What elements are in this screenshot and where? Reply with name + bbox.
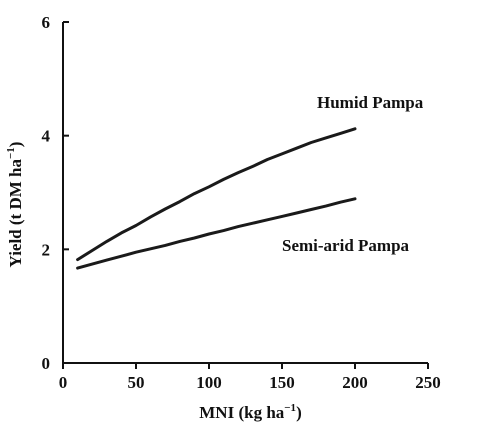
series-group	[76, 127, 357, 270]
x-tick-label: 0	[59, 373, 68, 392]
x-axis-title: MNI (kg ha−1)	[199, 402, 301, 422]
x-axis-title-main: MNI (kg ha	[199, 403, 285, 422]
x-tick-label: 150	[269, 373, 295, 392]
x-tick-label: 200	[342, 373, 368, 392]
x-tick-label: 250	[415, 373, 441, 392]
series-label-humid-pampa: Humid Pampa	[317, 93, 424, 112]
x-tick-label: 50	[128, 373, 145, 392]
x-ticks: 0 50 100 150 200 250	[59, 363, 441, 392]
y-axis-title-main: Yield (t DM ha	[6, 159, 25, 268]
x-tick-label: 100	[196, 373, 222, 392]
y-tick-label: 4	[42, 127, 51, 146]
y-axis-title: Yield (t DM ha−1)	[5, 142, 25, 268]
y-axis-title-superscript: −1	[5, 147, 17, 159]
y-ticks: 0 2 4 6	[42, 13, 69, 373]
x-axis-title-end: )	[296, 403, 302, 422]
series-label-semi-arid-pampa: Semi-arid Pampa	[282, 236, 410, 255]
axes	[62, 22, 428, 364]
series-line-humid-pampa	[76, 127, 357, 262]
y-tick-label: 6	[42, 13, 51, 32]
x-axis-title-superscript: −1	[284, 402, 296, 414]
y-axis-title-end: )	[6, 142, 25, 148]
y-tick-label: 2	[42, 240, 51, 259]
series-labels: Humid Pampa Semi-arid Pampa	[282, 93, 424, 255]
series-line-semi-arid-pampa	[76, 197, 357, 270]
y-tick-label: 0	[42, 354, 51, 373]
